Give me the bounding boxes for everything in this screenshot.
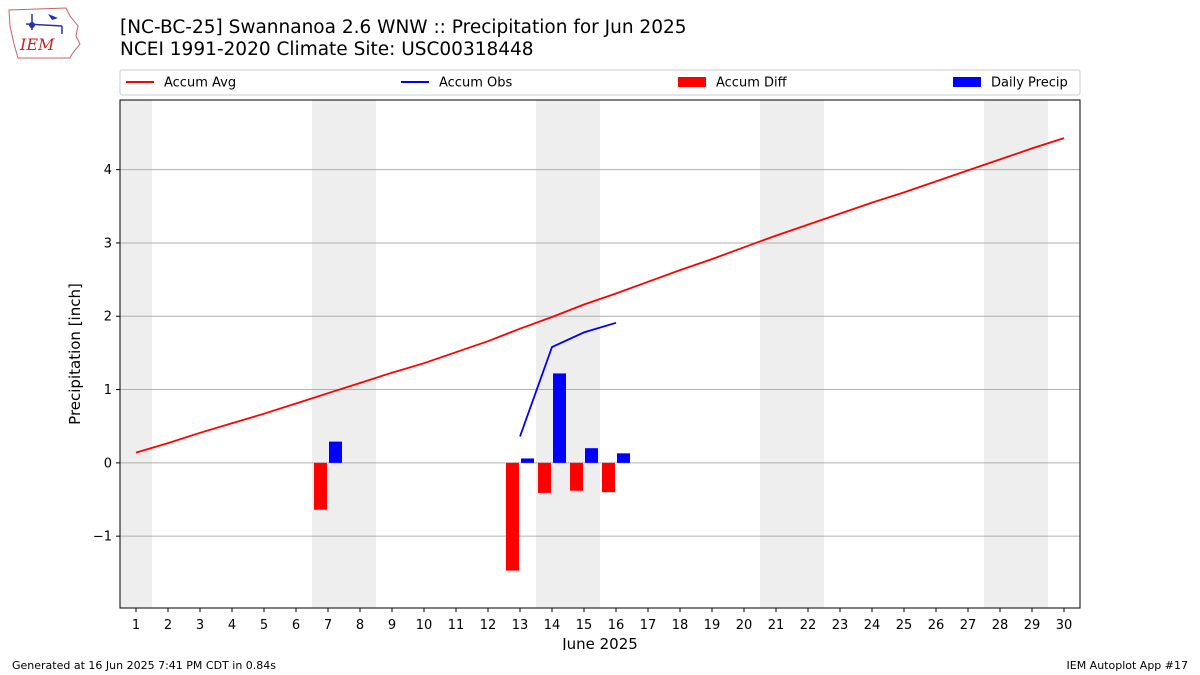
x-tick-label: 17: [640, 618, 657, 633]
weekend-shade-day-15: [568, 100, 600, 608]
x-tick-label: 9: [388, 618, 396, 633]
x-tick-label: 12: [480, 618, 497, 633]
legend-accum-diff-swatch: [678, 77, 706, 87]
x-tick-label: 24: [864, 618, 881, 633]
accum-diff-bar-day-14: [538, 462, 551, 493]
x-tick-label: 23: [832, 618, 849, 633]
accum-diff-bar-day-13: [506, 462, 519, 571]
x-axis: 1 2 3 4 5 6 7 8 9 10 11 12 13 14 15 16 17 18 19 20 21 22 23 24 2…: [132, 608, 1072, 633]
logo-text: IEM: [19, 35, 55, 54]
weekend-shading: [120, 100, 1048, 608]
y-tick-label: 1: [104, 383, 112, 398]
weekend-shade-day-29: [1016, 100, 1048, 608]
lines: [135, 137, 1065, 454]
x-tick-label: 28: [992, 618, 1009, 633]
bars: [314, 373, 630, 571]
daily-precip-bar-day-15: [585, 448, 598, 463]
x-tick-label: 1: [132, 618, 140, 633]
x-tick-label: 16: [608, 618, 625, 633]
accum-avg-line: [135, 137, 1065, 454]
iowa-state-outline: [8, 7, 81, 59]
legend-daily-precip-label: Daily Precip: [991, 76, 1068, 91]
x-tick-label: 20: [736, 618, 753, 633]
x-tick-label: 8: [356, 618, 364, 633]
weekend-shade-day-8: [344, 100, 376, 608]
x-tick-label: 11: [448, 618, 465, 633]
y-tick-label: 2: [104, 310, 112, 325]
y-tick-label: 0: [104, 456, 112, 471]
x-tick-label: 4: [228, 618, 236, 633]
legend-accum-diff-label: Accum Diff: [716, 76, 788, 91]
weekend-shade-day-7: [312, 100, 344, 608]
x-tick-label: 3: [196, 618, 204, 633]
x-tick-label: 15: [576, 618, 593, 633]
y-axis: −1 0 1 2 3 4: [93, 163, 120, 545]
daily-precip-bar-day-13: [521, 458, 534, 463]
weekend-shade-day-28: [984, 100, 1016, 608]
accum-diff-bar-day-16: [602, 462, 615, 493]
weekend-shade-day-22: [792, 100, 824, 608]
x-tick-label: 18: [672, 618, 689, 633]
plot-frame: [119, 99, 1081, 609]
legend-daily-precip-swatch: [953, 77, 981, 87]
y-tick-label: 3: [104, 236, 112, 251]
legend: Accum Avg Accum Obs Accum Diff Daily Precip: [119, 69, 1081, 96]
generated-timestamp: Generated at 16 Jun 2025 7:41 PM CDT in …: [12, 659, 277, 672]
wind-vane-icon: [48, 14, 58, 20]
x-tick-label: 29: [1024, 618, 1041, 633]
iem-logo: IEM: [8, 7, 81, 59]
weather-station-hub: [29, 22, 35, 28]
x-tick-label: 19: [704, 618, 721, 633]
x-tick-label: 7: [324, 618, 332, 633]
y-tick-label: 4: [104, 163, 112, 178]
weekend-shade-day-14: [536, 100, 568, 608]
x-tick-label: 30: [1056, 618, 1073, 633]
daily-precip-bar-day-14: [553, 373, 566, 463]
accum-diff-bar-day-15: [570, 462, 583, 491]
accum-diff-bar-day-7: [314, 462, 327, 510]
legend-box: [119, 69, 1081, 96]
y-tick-label: −1: [93, 530, 112, 545]
weekend-shade-day-1: [120, 100, 152, 608]
x-tick-label: 5: [260, 618, 268, 633]
x-tick-label: 10: [416, 618, 433, 633]
x-tick-label: 6: [292, 618, 300, 633]
app-credit: IEM Autoplot App #17: [1066, 659, 1189, 672]
x-tick-label: 13: [512, 618, 529, 633]
x-axis-label: June 2025: [561, 635, 638, 650]
gridlines: [120, 169, 1080, 537]
chart-subtitle: NCEI 1991-2020 Climate Site: USC00318448: [120, 39, 534, 60]
accum-obs-line: [519, 321, 617, 437]
x-tick-label: 21: [768, 618, 785, 633]
x-tick-label: 27: [960, 618, 977, 633]
x-tick-label: 2: [164, 618, 172, 633]
x-tick-label: 25: [896, 618, 913, 633]
weekend-shade-day-21: [760, 100, 792, 608]
x-tick-label: 26: [928, 618, 945, 633]
precipitation-chart: 1 2 3 4 5 6 7 8 9 10 11 12 13 14 15 16 17 18 19 20 21 22 23 24 2…: [66, 69, 1081, 650]
daily-precip-bar-day-7: [329, 441, 342, 463]
x-tick-label: 14: [544, 618, 561, 633]
chart-title: [NC-BC-25] Swannanoa 2.6 WNW :: Precipit…: [120, 17, 687, 38]
legend-accum-obs-label: Accum Obs: [439, 76, 512, 91]
legend-accum-avg-label: Accum Avg: [164, 76, 236, 91]
x-tick-label: 22: [800, 618, 817, 633]
y-axis-label: Precipitation [inch]: [66, 283, 84, 425]
daily-precip-bar-day-16: [617, 453, 630, 463]
